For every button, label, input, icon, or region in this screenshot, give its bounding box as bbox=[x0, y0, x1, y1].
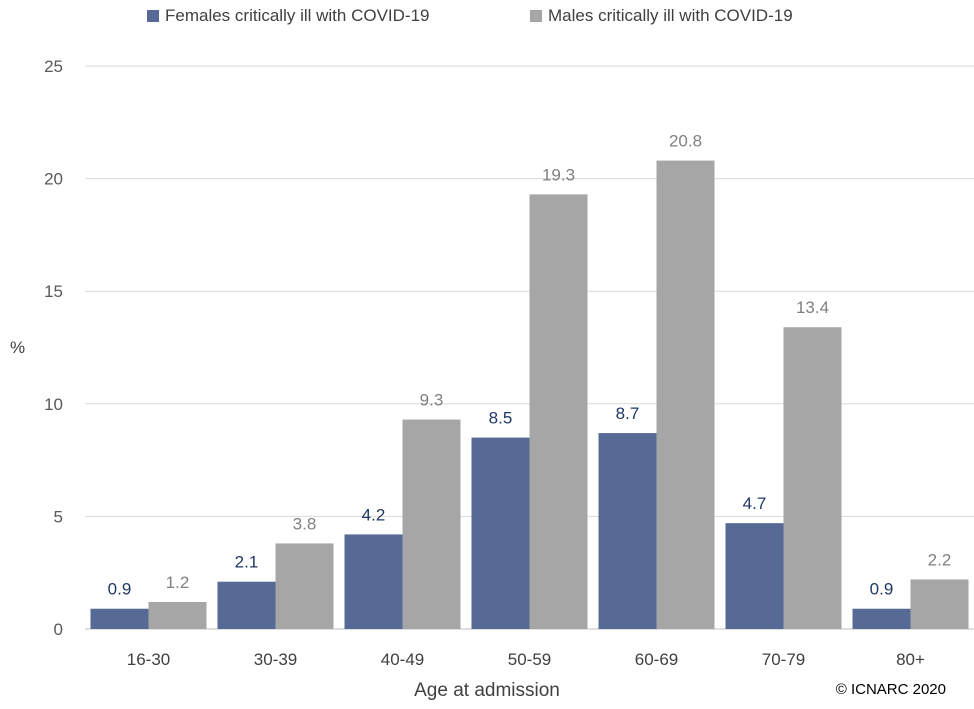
x-tick-label: 80+ bbox=[896, 650, 925, 669]
data-label: 0.9 bbox=[108, 580, 132, 599]
data-label: 4.2 bbox=[362, 505, 386, 524]
legend-item-males: Males critically ill with COVID-19 bbox=[530, 6, 793, 26]
bar-females bbox=[852, 608, 911, 629]
data-label: 8.5 bbox=[489, 409, 513, 428]
data-label: 20.8 bbox=[669, 132, 702, 151]
x-tick-label: 50-59 bbox=[508, 650, 551, 669]
bar-females bbox=[725, 523, 784, 629]
bar-males bbox=[910, 579, 969, 629]
legend-item-females: Females critically ill with COVID-19 bbox=[147, 6, 430, 26]
bar-females bbox=[344, 534, 403, 629]
data-label: 4.7 bbox=[743, 494, 767, 513]
bar-females bbox=[217, 581, 276, 629]
x-axis-label: Age at admission bbox=[414, 680, 560, 701]
chart-legend: Females critically ill with COVID-19 Mal… bbox=[0, 6, 974, 30]
bar-males bbox=[275, 543, 334, 629]
data-label: 1.2 bbox=[166, 573, 190, 592]
legend-label-males: Males critically ill with COVID-19 bbox=[548, 6, 793, 25]
bar-males bbox=[402, 419, 461, 629]
y-tick-label: 5 bbox=[54, 507, 63, 526]
bar-males bbox=[529, 194, 588, 629]
data-label: 9.3 bbox=[420, 391, 444, 410]
x-tick-label: 70-79 bbox=[762, 650, 805, 669]
legend-swatch-males bbox=[530, 10, 542, 22]
y-tick-label: 20 bbox=[44, 170, 63, 189]
bar-females bbox=[90, 608, 149, 629]
bar-females bbox=[598, 433, 657, 629]
y-tick-label: 0 bbox=[54, 620, 63, 639]
y-axis-label: % bbox=[10, 338, 26, 357]
data-label: 8.7 bbox=[616, 404, 640, 423]
data-label: 19.3 bbox=[542, 165, 575, 184]
bar-males bbox=[148, 601, 207, 629]
legend-label-females: Females critically ill with COVID-19 bbox=[165, 6, 430, 25]
y-tick-label: 25 bbox=[44, 57, 63, 76]
x-tick-label: 16-30 bbox=[127, 650, 170, 669]
y-tick-label: 10 bbox=[44, 395, 63, 414]
data-label: 2.1 bbox=[235, 553, 259, 572]
bar-females bbox=[471, 437, 530, 629]
y-tick-label: 15 bbox=[44, 282, 63, 301]
data-label: 13.4 bbox=[796, 298, 829, 317]
data-label: 2.2 bbox=[928, 550, 952, 569]
x-tick-label: 60-69 bbox=[635, 650, 678, 669]
x-tick-label: 30-39 bbox=[254, 650, 297, 669]
data-label: 3.8 bbox=[293, 514, 317, 533]
legend-swatch-females bbox=[147, 10, 159, 22]
data-label: 0.9 bbox=[870, 580, 894, 599]
bar-males bbox=[656, 160, 715, 630]
copyright-text: © ICNARC 2020 bbox=[835, 681, 946, 698]
x-tick-label: 40-49 bbox=[381, 650, 424, 669]
bar-males bbox=[783, 327, 842, 629]
